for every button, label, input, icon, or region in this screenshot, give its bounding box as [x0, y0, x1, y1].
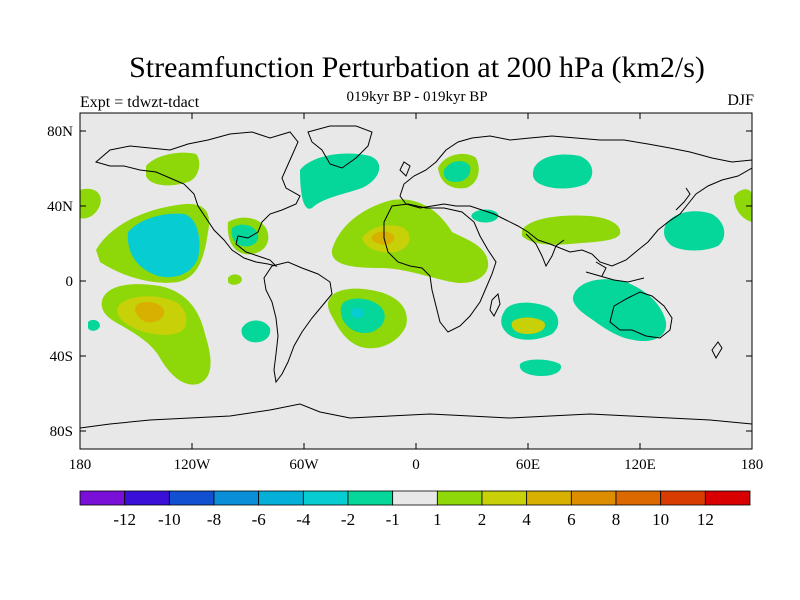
coast-eurasia — [399, 135, 752, 267]
coast-indonesia — [585, 261, 645, 283]
lat-label-80s: 80S — [50, 424, 73, 440]
colorbar-label: -8 — [207, 510, 221, 529]
shade-south-indian-teal — [519, 359, 562, 376]
coast-new-zealand — [711, 341, 723, 360]
colorbar-swatch — [213, 490, 260, 506]
colorbar-label: 2 — [478, 510, 487, 529]
coast-india — [525, 233, 565, 268]
colorbar-label: 12 — [697, 510, 714, 529]
coast-south-america — [263, 261, 333, 384]
coast-uk — [399, 161, 411, 177]
lon-label-180e: 180 — [741, 457, 764, 473]
colorbar-label: 10 — [652, 510, 669, 529]
colorbar-swatch — [124, 490, 170, 506]
colorbar-label: -2 — [341, 510, 355, 529]
shade-small-teal-pacific — [88, 319, 100, 331]
season-label: DJF — [727, 92, 754, 109]
coast-antarctica — [80, 403, 752, 429]
colorbar-label: 4 — [522, 510, 531, 529]
lat-label-80n: 80N — [47, 124, 73, 140]
colorbar-label: -1 — [386, 510, 400, 529]
shade-north-atlantic-teal — [300, 153, 380, 209]
map-subtitle: 019kyr BP - 019kyr BP — [346, 89, 488, 105]
colorbar-label: 6 — [567, 510, 576, 529]
shade-sahara-orange — [371, 231, 395, 245]
colorbar: -12 -10 -8 -6 -4 -2 -1 1 2 4 6 8 10 12 — [79, 490, 751, 529]
coast-greenland — [307, 125, 373, 169]
lon-label-60e: 60E — [516, 457, 540, 473]
shaded-contours — [80, 152, 752, 385]
shade-north-pacific-cyan — [127, 213, 200, 278]
lon-label-120w: 120W — [174, 457, 212, 473]
lon-label-60w: 60W — [289, 457, 319, 473]
shade-indian-ocean-yellow — [511, 317, 546, 334]
shade-nw-pacific-teal — [664, 211, 725, 251]
shade-sahara-green — [331, 199, 489, 284]
lon-label-0: 0 — [412, 457, 420, 473]
shade-siberia-teal — [532, 154, 593, 189]
colorbar-label: -12 — [113, 510, 136, 529]
colorbar-label: -10 — [158, 510, 181, 529]
colorbar-label: -4 — [296, 510, 311, 529]
coast-madagascar — [489, 292, 501, 317]
coast-africa — [383, 203, 497, 333]
colorbar-label: 1 — [433, 510, 442, 529]
colorbar-swatch — [79, 490, 126, 506]
lat-axis — [80, 130, 752, 432]
lon-label-120e: 120E — [624, 457, 656, 473]
colorbar-swatch — [570, 490, 617, 506]
shade-argentina-teal — [241, 320, 271, 343]
shade-caribbean-teal — [231, 224, 259, 247]
shade-south-pacific-orange — [135, 302, 165, 323]
shade-asia-green — [522, 215, 621, 245]
colorbar-swatch — [436, 490, 483, 506]
shade-small-green-pacific-eq — [228, 274, 242, 285]
colorbar-swatch — [615, 490, 662, 506]
shade-dateline-green — [80, 188, 101, 219]
lat-label-0: 0 — [66, 274, 74, 290]
shade-europe-teal — [443, 161, 471, 182]
shade-dateline-east-green — [734, 189, 752, 222]
coast-north-america — [94, 131, 301, 267]
lat-label-40n: 40N — [47, 199, 73, 215]
colorbar-swatch — [347, 490, 394, 506]
colorbar-swatch — [481, 490, 528, 506]
colorbar-swatch — [526, 490, 572, 506]
colorbar-label: -6 — [252, 510, 266, 529]
lon-label-180w: 180 — [69, 457, 92, 473]
map-title: Streamfunction Perturbation at 200 hPa (… — [129, 51, 705, 84]
shade-australia-teal — [572, 279, 667, 342]
colorbar-swatch — [168, 490, 215, 506]
colorbar-label: 8 — [612, 510, 621, 529]
shade-alaska-green — [146, 152, 200, 186]
lat-label-40s: 40S — [50, 349, 73, 365]
coast-japan — [675, 187, 691, 211]
coast-australia — [609, 291, 673, 339]
colorbar-swatch — [704, 490, 751, 506]
lon-axis — [79, 113, 753, 449]
experiment-label: Expt = tdwzt-tdact — [80, 94, 200, 111]
shade-south-atlantic-cyan — [352, 307, 364, 319]
colorbar-swatch — [660, 490, 706, 506]
coastlines — [80, 125, 752, 429]
colorbar-swatch — [302, 490, 349, 506]
colorbar-swatch — [258, 490, 304, 506]
colorbar-swatch — [392, 490, 438, 506]
